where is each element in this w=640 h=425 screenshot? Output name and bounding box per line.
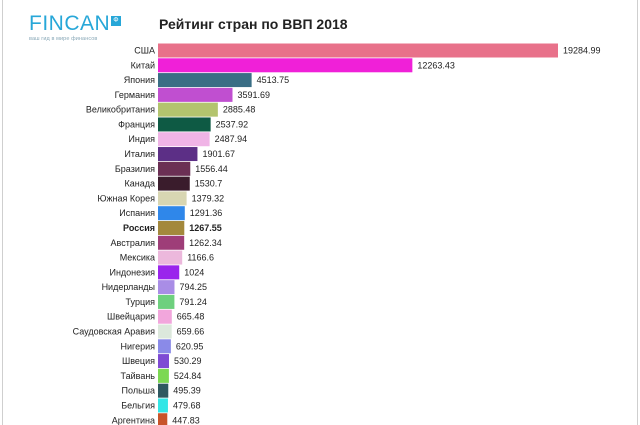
value-label-швеция: 530.29 <box>174 356 202 366</box>
value-label-тайвань: 524.84 <box>174 371 202 381</box>
category-label-аргентина: Аргентина <box>112 415 155 425</box>
category-label-южная-корея: Южная Корея <box>97 193 155 203</box>
value-label-сша: 19284.99 <box>563 46 601 56</box>
bar-япония[interactable] <box>158 73 252 88</box>
value-label-аргентина: 447.83 <box>172 415 200 425</box>
bar-южная-корея[interactable] <box>158 191 187 206</box>
bar-бельгия[interactable] <box>158 398 168 413</box>
value-label-италия: 1901.67 <box>202 149 235 159</box>
bar-индонезия[interactable] <box>158 265 180 280</box>
value-label-великобритания: 2885.48 <box>223 105 256 115</box>
category-label-бразилия: Бразилия <box>115 164 155 174</box>
category-label-тайвань: Тайвань <box>121 371 156 381</box>
category-label-саудовская-аравия: Саудовская Аравия <box>73 327 155 337</box>
bar-нигерия[interactable] <box>158 339 171 354</box>
bar-сша[interactable] <box>158 43 558 58</box>
value-label-индия: 2487.94 <box>215 134 248 144</box>
value-label-бразилия: 1556.44 <box>195 164 228 174</box>
value-label-франция: 2537.92 <box>216 119 249 129</box>
value-label-южная-корея: 1379.32 <box>192 193 225 203</box>
value-label-швейцария: 665.48 <box>177 312 205 322</box>
bar-канада[interactable] <box>158 176 190 191</box>
bar-польша[interactable] <box>158 383 169 398</box>
logo-wordmark: FINCAN Ф <box>29 12 122 35</box>
category-label-великобритания: Великобритания <box>86 105 155 115</box>
value-label-германия: 3591.69 <box>237 90 270 100</box>
category-label-мексика: Мексика <box>120 253 155 263</box>
category-label-германия: Германия <box>115 90 155 100</box>
value-label-бельгия: 479.68 <box>173 400 201 410</box>
category-label-польша: Польша <box>122 386 155 396</box>
value-label-нидерланды: 794.25 <box>179 282 207 292</box>
bar-германия[interactable] <box>158 87 233 102</box>
bar-швейцария[interactable] <box>158 309 172 324</box>
value-label-испания: 1291.36 <box>190 208 223 218</box>
value-label-китай: 12263.43 <box>417 60 455 70</box>
fincan-logo[interactable]: FINCAN Ф ваш гид в мире финансов <box>29 12 122 42</box>
bar-австралия[interactable] <box>158 235 185 250</box>
value-label-япония: 4513.75 <box>257 75 290 85</box>
bar-тайвань[interactable] <box>158 368 169 383</box>
value-label-россия: 1267.55 <box>189 223 222 233</box>
bar-россия[interactable] <box>158 220 185 235</box>
category-label-индонезия: Индонезия <box>109 267 155 277</box>
category-label-италия: Италия <box>124 149 155 159</box>
value-label-австралия: 1262.34 <box>189 238 222 248</box>
category-label-россия: Россия <box>123 223 155 233</box>
category-label-япония: Япония <box>124 75 155 85</box>
bar-аргентина[interactable] <box>158 413 168 425</box>
category-label-нигерия: Нигерия <box>120 341 155 351</box>
value-label-саудовская-аравия: 659.66 <box>177 327 205 337</box>
logo-badge: Ф <box>111 16 122 26</box>
value-label-турция: 791.24 <box>179 297 207 307</box>
bar-швеция[interactable] <box>158 354 169 369</box>
category-label-нидерланды: Нидерланды <box>102 282 155 292</box>
category-label-канада: Канада <box>125 179 155 189</box>
bar-бразилия[interactable] <box>158 161 191 176</box>
logo-tagline: ваш гид в мире финансов <box>29 36 98 42</box>
bar-китай[interactable] <box>158 58 413 73</box>
bar-индия[interactable] <box>158 132 210 147</box>
bar-италия[interactable] <box>158 147 198 162</box>
category-label-сша: США <box>134 46 155 56</box>
gdp-bar-chart: США 19284.99 Китай 12263.43 Япония 4513.75 Гер… <box>73 43 601 425</box>
bar-саудовская-аравия[interactable] <box>158 324 172 339</box>
category-label-испания: Испания <box>119 208 155 218</box>
category-label-австралия: Австралия <box>111 238 156 248</box>
category-label-швеция: Швеция <box>122 356 155 366</box>
value-label-канада: 1530.7 <box>195 179 223 189</box>
category-label-индия: Индия <box>128 134 155 144</box>
bar-мексика[interactable] <box>158 250 183 265</box>
bar-турция[interactable] <box>158 294 175 309</box>
bar-великобритания[interactable] <box>158 102 218 117</box>
logo-text: FINCAN <box>29 12 111 35</box>
value-label-польша: 495.39 <box>173 386 201 396</box>
bar-нидерланды[interactable] <box>158 280 175 295</box>
value-label-индонезия: 1024 <box>184 267 204 277</box>
category-label-бельгия: Бельгия <box>121 400 155 410</box>
bar-франция[interactable] <box>158 117 211 132</box>
category-label-швейцария: Швейцария <box>107 312 155 322</box>
value-label-мексика: 1166.6 <box>187 253 214 263</box>
category-label-турция: Турция <box>126 297 156 307</box>
bar-испания[interactable] <box>158 206 185 221</box>
category-label-франция: Франция <box>118 119 155 129</box>
value-label-нигерия: 620.95 <box>176 341 204 351</box>
chart-title: Рейтинг стран по ВВП 2018 <box>159 16 348 32</box>
category-label-китай: Китай <box>131 60 155 70</box>
